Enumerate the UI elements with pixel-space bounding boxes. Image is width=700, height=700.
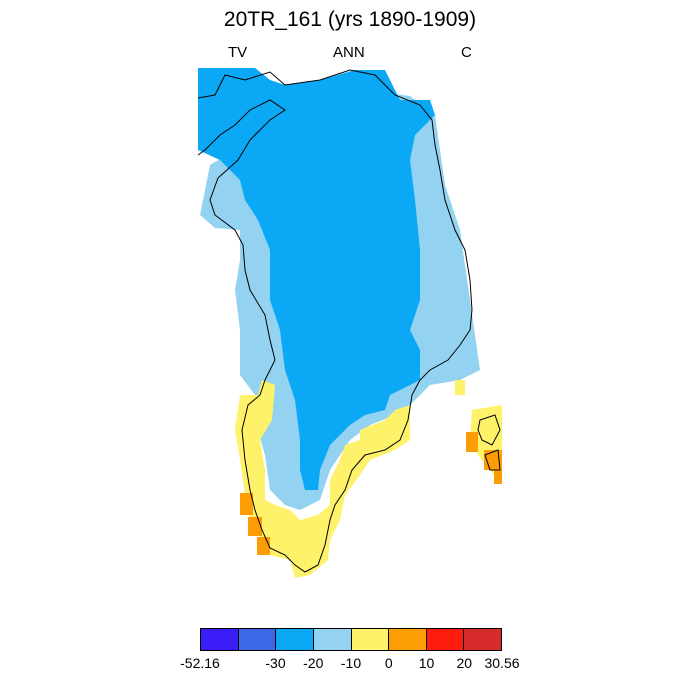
season-label: ANN	[333, 44, 365, 61]
colorbar-tick-label: -10	[340, 655, 362, 671]
colorbar-box	[426, 629, 465, 650]
colorbar-tick-label: 10	[418, 655, 435, 671]
colorbar-box	[276, 629, 314, 650]
colorbar-tick-label: 0	[384, 655, 393, 671]
orange-cells	[240, 432, 502, 555]
units-label: C	[461, 44, 472, 61]
colorbar-box	[351, 629, 390, 650]
colorbar-box	[238, 629, 277, 650]
colorbar	[200, 628, 502, 651]
colorbar-box	[389, 629, 427, 650]
colorbar-box	[313, 629, 352, 650]
colorbar-tick-label: -20	[303, 655, 324, 671]
blue-cells	[198, 68, 435, 490]
colorbar-box	[464, 629, 501, 650]
colorbar-tick-label: -30	[265, 655, 286, 671]
colorbar-tick-label: 30.56	[484, 655, 520, 671]
colorbar-box	[201, 629, 239, 650]
coastline	[197, 69, 501, 573]
variable-label: TV	[228, 44, 248, 61]
plot-title: 20TR_161 (yrs 1890-1909)	[223, 8, 477, 31]
colorbar-tick-label: -52.16	[180, 655, 220, 671]
colorbar-tick-label: 20	[456, 655, 473, 671]
